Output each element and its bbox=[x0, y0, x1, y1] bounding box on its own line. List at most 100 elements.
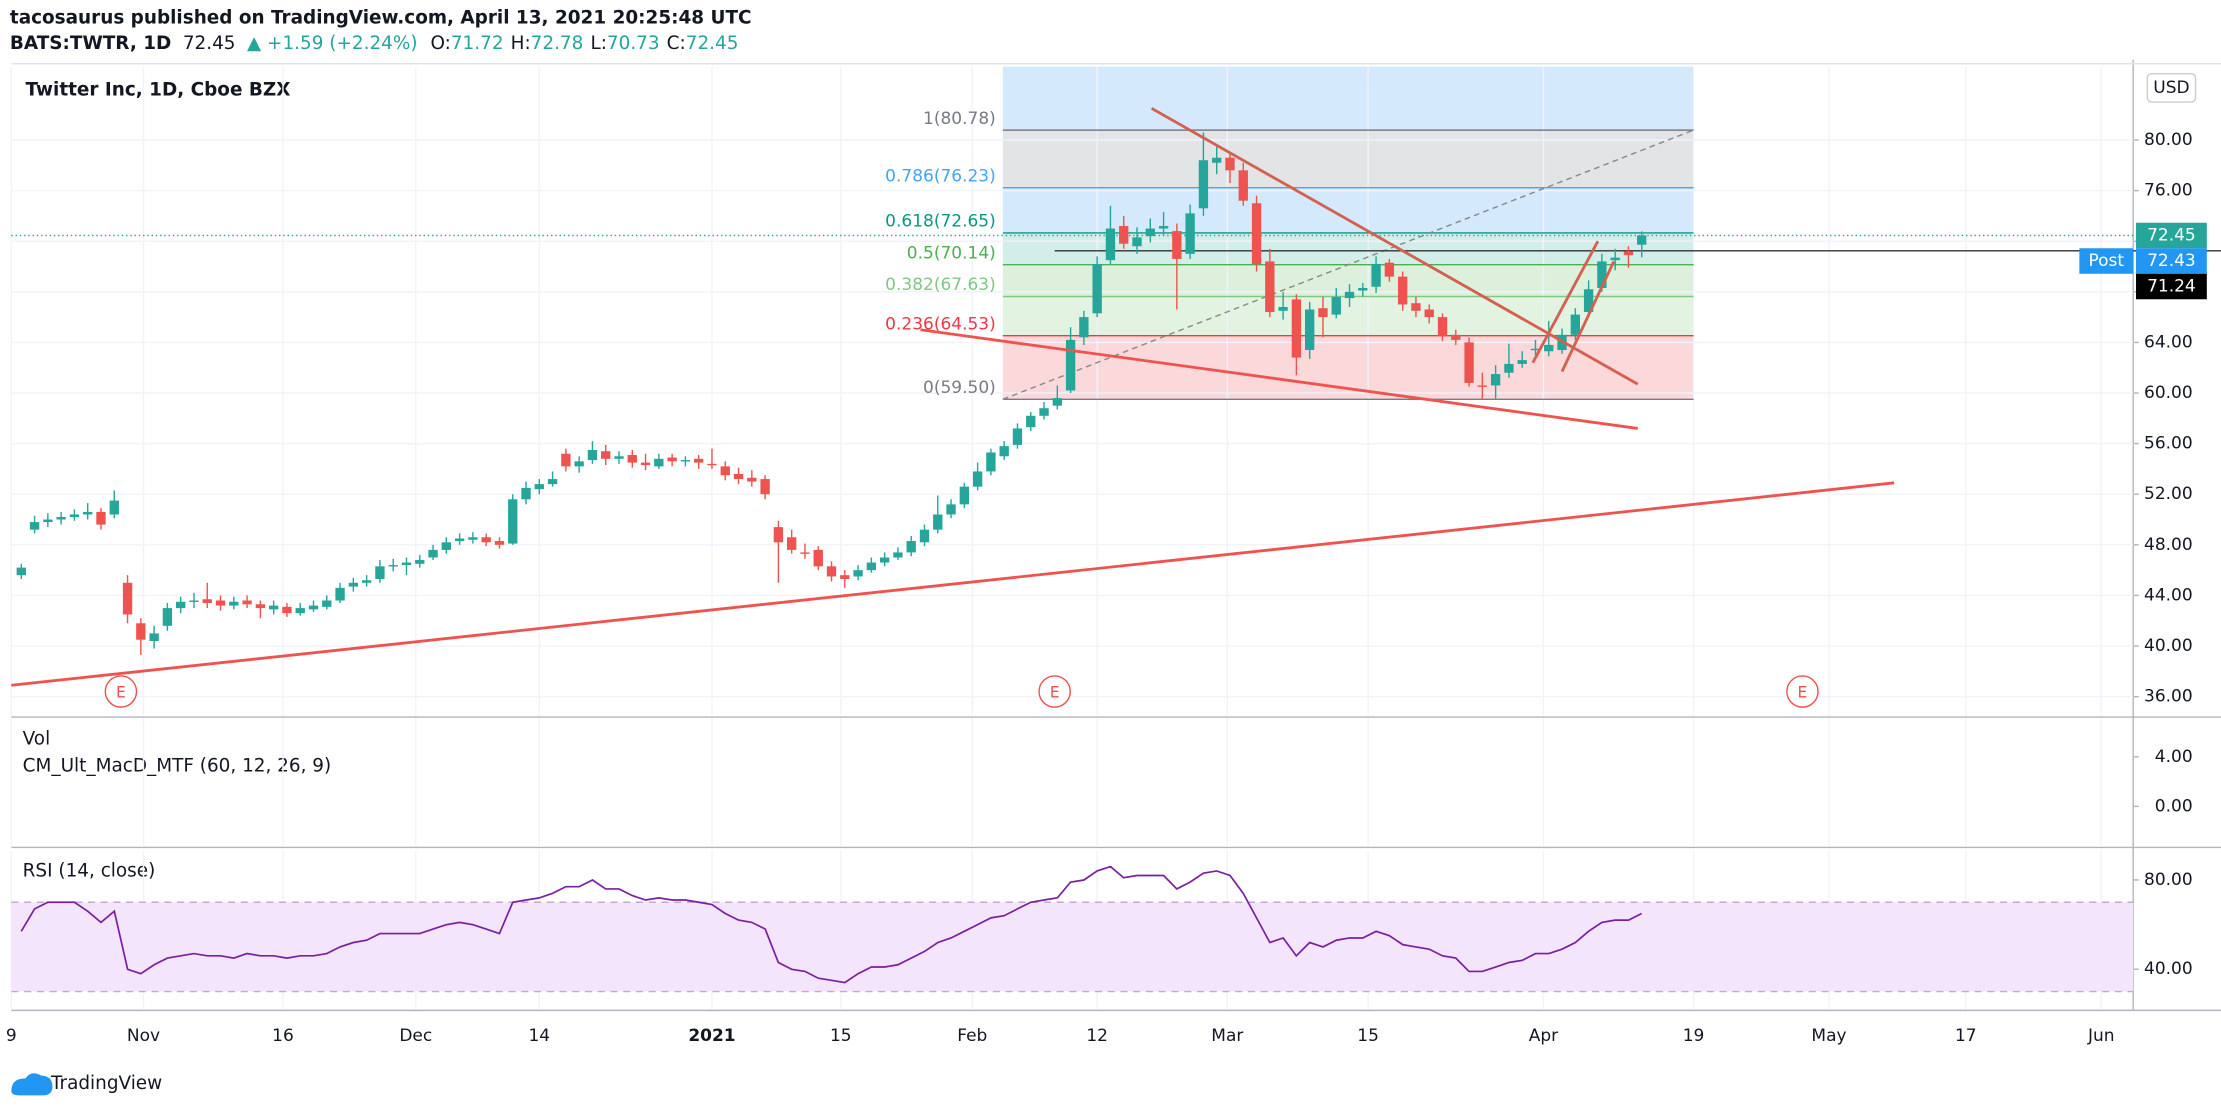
volume-label: Vol bbox=[23, 729, 51, 750]
candle-body bbox=[1424, 309, 1434, 318]
candle-body bbox=[322, 600, 332, 607]
ohlc-value: 72.45 bbox=[686, 33, 739, 54]
candle-body bbox=[441, 542, 452, 550]
candle-body bbox=[1065, 339, 1076, 391]
y-tick-label: 64.00 bbox=[2144, 332, 2193, 352]
candle-body bbox=[1411, 303, 1421, 311]
candle-body bbox=[1305, 309, 1315, 350]
candle-body bbox=[1623, 251, 1634, 256]
candle-body bbox=[242, 600, 252, 605]
candle-body bbox=[853, 570, 863, 577]
x-tick-label: 9 bbox=[6, 1026, 17, 1046]
x-tick-label: 19 bbox=[1683, 1026, 1705, 1046]
candle-body bbox=[1530, 348, 1541, 351]
candle-body bbox=[800, 552, 810, 554]
y-tick-label: 40.00 bbox=[2144, 636, 2193, 656]
trendline bbox=[11, 481, 1895, 687]
fib-diagonal bbox=[1002, 129, 1694, 401]
candle-body bbox=[508, 499, 518, 544]
candle-body bbox=[840, 575, 850, 579]
candle-body bbox=[667, 457, 677, 462]
candle-body bbox=[1597, 261, 1607, 289]
fib-zone bbox=[1002, 130, 1694, 188]
x-tick-label: Apr bbox=[1529, 1026, 1558, 1046]
candle-body bbox=[587, 449, 598, 461]
ohlc-value: 71.72 bbox=[451, 33, 504, 54]
x-tick-label: Mar bbox=[1211, 1026, 1243, 1046]
ohlc-key: C: bbox=[667, 33, 686, 54]
currency-box bbox=[2146, 72, 2197, 103]
y-tick-label: 80.00 bbox=[2144, 870, 2193, 890]
candle-body bbox=[946, 504, 956, 515]
price-label-tag-box bbox=[2079, 248, 2134, 274]
candle-body bbox=[308, 605, 319, 610]
candle-body bbox=[1185, 213, 1195, 254]
candle-body bbox=[1039, 408, 1049, 416]
candle-body bbox=[494, 541, 505, 545]
y-tick-label: 4.00 bbox=[2155, 747, 2193, 767]
candle-body bbox=[999, 446, 1009, 457]
candle-body bbox=[906, 541, 916, 553]
rsi-title: RSI (14, close) bbox=[23, 861, 156, 882]
candle-body bbox=[29, 522, 40, 530]
candle-body bbox=[215, 600, 226, 606]
candle-body bbox=[1225, 157, 1235, 171]
earnings-label: E bbox=[1798, 683, 1808, 701]
candle-body bbox=[959, 486, 970, 505]
candle-body bbox=[375, 566, 385, 579]
candle-body bbox=[136, 623, 146, 640]
fib-label: 0.786(76.23) bbox=[885, 166, 996, 186]
trendline bbox=[920, 328, 1638, 430]
candle-body bbox=[1052, 398, 1062, 406]
candle-body bbox=[986, 452, 996, 472]
candle-body bbox=[16, 567, 26, 576]
y-tick-label: 48.00 bbox=[2144, 535, 2193, 555]
symbol-line: BATS:TWTR, 1D 72.45 ▲ +1.59 (+2.24%) O:7… bbox=[10, 33, 739, 54]
candle-body bbox=[415, 560, 425, 564]
price-label: 72.45 bbox=[2147, 226, 2196, 246]
candle-body bbox=[547, 479, 558, 485]
candle-body bbox=[561, 453, 571, 467]
candle-body bbox=[1544, 344, 1554, 352]
x-tick-label: 2021 bbox=[688, 1026, 735, 1046]
y-tick-label: 44.00 bbox=[2144, 585, 2193, 605]
candle-body bbox=[694, 458, 704, 463]
candle-body bbox=[83, 511, 93, 515]
candle-body bbox=[933, 514, 943, 530]
candle-body bbox=[361, 580, 372, 583]
candle-body bbox=[1265, 261, 1275, 313]
candle-body bbox=[893, 552, 903, 558]
fib-label: 0.5(70.14) bbox=[907, 243, 996, 263]
ohlc-key: L: bbox=[590, 33, 606, 54]
ohlc-value: 72.78 bbox=[531, 33, 584, 54]
candle-body bbox=[229, 601, 239, 606]
y-tick-label: 36.00 bbox=[2144, 687, 2193, 707]
candle-body bbox=[388, 565, 398, 567]
currency: USD bbox=[2153, 78, 2189, 98]
candle-body bbox=[654, 458, 664, 467]
candle-body bbox=[826, 566, 837, 577]
y-tick-label: 52.00 bbox=[2144, 484, 2193, 504]
candle-body bbox=[1517, 360, 1527, 364]
fib-label: 1(80.78) bbox=[923, 109, 996, 129]
candle-body bbox=[1145, 228, 1155, 237]
candle-body bbox=[1092, 263, 1102, 314]
candle-body bbox=[1119, 226, 1129, 244]
x-tick-label: 16 bbox=[272, 1026, 294, 1046]
y-tick-label: 60.00 bbox=[2144, 383, 2193, 403]
candle-body bbox=[1105, 228, 1116, 261]
price-label-box bbox=[2136, 222, 2207, 249]
candle-body bbox=[1318, 308, 1328, 318]
candle-body bbox=[574, 461, 584, 467]
candle-body bbox=[295, 608, 305, 614]
candle-body bbox=[1477, 385, 1488, 387]
candle-body bbox=[1504, 363, 1514, 373]
candle-body bbox=[454, 538, 465, 542]
y-tick-label: 0.00 bbox=[2155, 796, 2193, 816]
candle-body bbox=[733, 473, 744, 480]
y-tick-label: 76.00 bbox=[2144, 181, 2193, 201]
candle-body bbox=[1291, 299, 1302, 358]
candle-body bbox=[109, 500, 119, 515]
candle-body bbox=[96, 511, 106, 525]
candle-body bbox=[601, 451, 611, 459]
